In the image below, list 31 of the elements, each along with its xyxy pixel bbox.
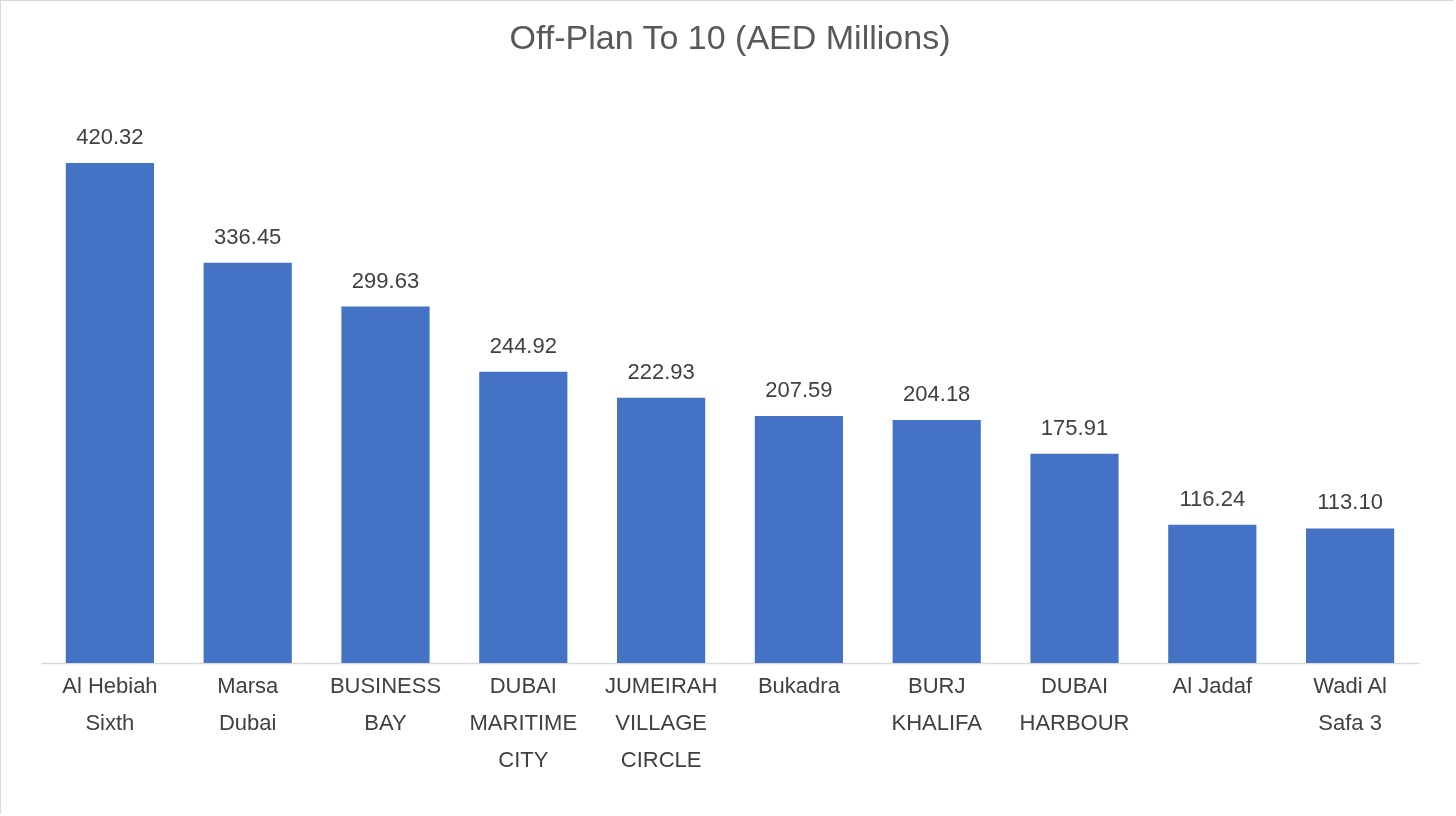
x-tick-label: JUMEIRAH VILLAGE CIRCLE xyxy=(604,672,718,772)
bar xyxy=(1306,528,1395,663)
x-tick-label: Al Hebiah Sixth xyxy=(62,672,158,735)
x-tick-label: BURJ KHALIFA xyxy=(891,672,983,735)
bar xyxy=(1168,524,1257,663)
data-label: 222.93 xyxy=(627,358,695,384)
data-label: 207.59 xyxy=(765,377,833,403)
x-tick-label: BUSINESS BAY xyxy=(329,672,442,735)
bar xyxy=(65,163,154,663)
chart-title: Off-Plan To 10 (AED Millions) xyxy=(509,18,951,56)
x-tick-label: Al Jadaf xyxy=(1172,672,1253,698)
bar xyxy=(341,306,430,663)
x-tick-label: DUBAI MARITIME CITY xyxy=(469,672,578,772)
x-tick-label: Bukadra xyxy=(757,672,841,698)
data-label: 113.10 xyxy=(1317,489,1383,515)
x-tick-label: Wadi Al Safa 3 xyxy=(1313,672,1387,735)
bar xyxy=(1030,453,1119,663)
data-label: 175.91 xyxy=(1040,414,1109,440)
data-label: 244.92 xyxy=(489,332,557,358)
x-tick-label: Marsa Dubai xyxy=(217,672,280,735)
data-label: 420.32 xyxy=(76,124,144,149)
data-label: 299.63 xyxy=(351,267,420,293)
x-tick-label: DUBAI HARBOUR xyxy=(1019,672,1130,735)
data-label: 336.45 xyxy=(214,223,282,249)
bar xyxy=(203,262,292,663)
bar xyxy=(617,397,706,663)
bar xyxy=(479,371,568,663)
data-label: 116.24 xyxy=(1179,485,1246,511)
data-label: 204.18 xyxy=(903,381,971,407)
bar xyxy=(892,420,981,663)
bar xyxy=(754,416,843,663)
